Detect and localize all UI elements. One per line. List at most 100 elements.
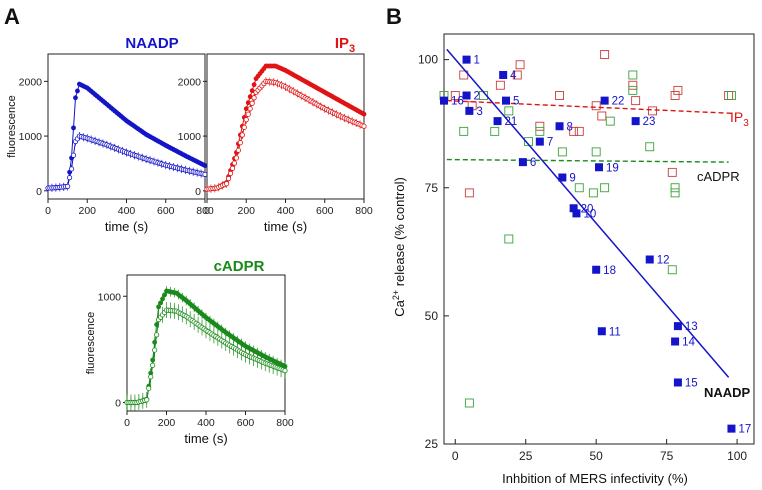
- naadp-point: [518, 158, 527, 167]
- cadpr-point: [600, 183, 610, 193]
- y-tick-label: 0: [36, 186, 42, 198]
- ip3-point: [673, 85, 683, 95]
- x-tick-label: 200: [237, 205, 255, 217]
- y-tick-label: 1000: [19, 131, 43, 143]
- trace-title-text: IP: [335, 35, 349, 52]
- data-point-open: [150, 362, 156, 368]
- ip3-point: [464, 188, 474, 198]
- naadp-point: [600, 96, 609, 105]
- naadp-point-label: 8: [567, 121, 573, 133]
- trace-title-subscript: 3: [349, 43, 355, 55]
- data-point-open: [231, 160, 238, 166]
- naadp-point: [572, 209, 581, 218]
- data-point-filled: [249, 88, 255, 94]
- naadp-point: [592, 265, 601, 274]
- naadp-point: [631, 117, 640, 126]
- x-tick-label: 100: [727, 449, 747, 463]
- x-axis-label: time (s): [105, 219, 148, 234]
- naadp-point: [569, 204, 578, 213]
- data-point-open: [224, 181, 230, 187]
- cadpr-point: [628, 70, 638, 80]
- fit-line-label-ip3-text: IP: [730, 109, 743, 125]
- naadp-point: [499, 71, 508, 79]
- cadpr-point: [670, 188, 680, 198]
- cadpr-point: [667, 265, 677, 275]
- naadp-point: [555, 122, 564, 131]
- ip3-point: [535, 121, 545, 131]
- data-point-open: [70, 152, 77, 158]
- y-axis-label: fluorescence: [6, 95, 18, 157]
- cadpr-point: [535, 126, 545, 136]
- ip3-point: [450, 91, 460, 100]
- naadp-point-label: 1: [474, 55, 480, 67]
- ip3-point: [628, 80, 638, 90]
- data-point-open: [237, 140, 243, 146]
- data-point-open: [249, 100, 255, 106]
- fit-line-label-naadp: NAADP: [704, 385, 751, 400]
- y-axis-label: fluorescence: [85, 312, 97, 374]
- x-tick-label: 600: [316, 205, 334, 217]
- naadp-point: [535, 137, 544, 146]
- naadp-point-label: 20: [581, 203, 594, 215]
- naadp-point-label: 3: [476, 106, 482, 118]
- data-point-open: [241, 124, 247, 130]
- naadp-point-label: 11: [609, 326, 621, 338]
- x-axis-label: Inhbition of MERS infectivity (%): [502, 471, 688, 486]
- naadp-point: [727, 424, 736, 433]
- data-point-filled: [202, 163, 208, 169]
- fit-line-label-ip3-subscript: 3: [743, 118, 749, 129]
- data-point-filled: [158, 300, 163, 306]
- data-point-open: [65, 183, 71, 190]
- x-tick-label: 400: [118, 205, 136, 217]
- ip3-point: [512, 70, 522, 80]
- ip3-point: [631, 96, 641, 106]
- naadp-point: [462, 55, 471, 64]
- trace-title: cADPR: [214, 258, 265, 275]
- naadp-point-label: 4: [510, 70, 517, 82]
- naadp-point: [558, 173, 567, 182]
- fit-line-cadpr: [446, 158, 729, 163]
- cadpr-point: [670, 183, 680, 193]
- naadp-point-label: 10: [583, 208, 596, 220]
- y-tick-label: 0: [115, 398, 121, 410]
- trace-line-open: [47, 135, 206, 189]
- y-tick-label: 2000: [178, 76, 202, 88]
- y-tick-label: 1000: [98, 291, 122, 303]
- x-tick-label: 0: [204, 205, 210, 217]
- naadp-point-label: 19: [606, 162, 619, 174]
- cadpr-point: [628, 85, 638, 95]
- naadp-point-label: 5: [513, 96, 519, 108]
- y-tick-label: 75: [425, 181, 439, 195]
- x-tick-label: 200: [158, 417, 176, 429]
- data-point-filled: [160, 296, 165, 302]
- naadp-point-label: 13: [685, 321, 698, 333]
- x-tick-label: 600: [157, 205, 175, 217]
- data-point-filled: [247, 94, 253, 100]
- data-point-open: [148, 374, 154, 380]
- cadpr-point: [605, 116, 615, 126]
- trace-title-text: cADPR: [214, 258, 265, 275]
- x-tick-label: 0: [45, 205, 51, 217]
- fit-line-label-cadpr: cADPR: [697, 169, 740, 184]
- data-point-open: [243, 117, 249, 123]
- naadp-point: [595, 163, 603, 172]
- cadpr-point: [588, 188, 598, 198]
- data-point-open: [229, 165, 236, 171]
- trace-title-text: NAADP: [125, 35, 178, 52]
- naadp-point: [671, 337, 680, 346]
- naadp-point: [673, 322, 682, 331]
- x-tick-label: 0: [452, 449, 459, 463]
- fit-line-label-ip3: IP3: [730, 109, 749, 129]
- y-axis-label-rest: release (% control): [392, 177, 407, 290]
- x-tick-label: 25: [519, 449, 533, 463]
- y-tick-label: 50: [425, 309, 439, 323]
- cadpr-point: [459, 126, 469, 136]
- naadp-point: [502, 96, 510, 105]
- cadpr-point: [727, 91, 736, 100]
- data-point-open: [361, 123, 367, 129]
- data-point-open: [233, 155, 240, 161]
- naadp-point-label: 22: [612, 96, 625, 108]
- ip3-point: [574, 126, 584, 136]
